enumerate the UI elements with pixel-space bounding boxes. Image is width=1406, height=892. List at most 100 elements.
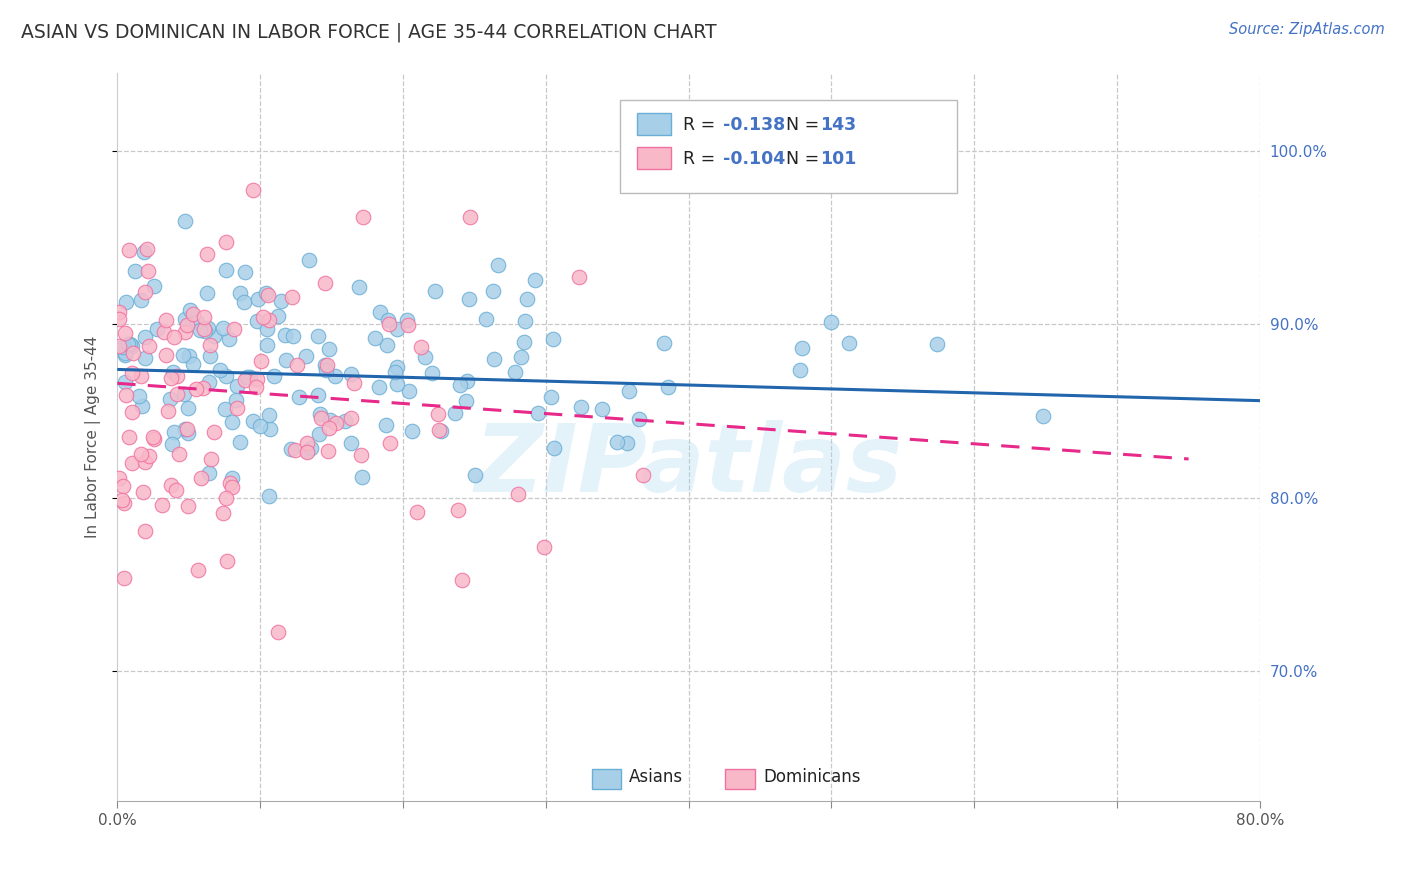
Point	[181, 357, 204, 371]
Point	[333, 414, 356, 428]
Point	[163, 330, 186, 344]
Point	[252, 310, 274, 325]
Point	[524, 273, 547, 287]
Point	[543, 441, 565, 455]
Point	[218, 332, 240, 346]
Point	[129, 369, 152, 384]
Point	[221, 415, 243, 429]
Point	[298, 253, 321, 268]
Point	[209, 363, 232, 377]
Point	[423, 284, 446, 298]
Point	[505, 365, 527, 379]
Point	[450, 573, 472, 587]
Text: ASIAN VS DOMINICAN IN LABOR FORCE | AGE 35-44 CORRELATION CHART: ASIAN VS DOMINICAN IN LABOR FORCE | AGE …	[21, 22, 717, 42]
Point	[202, 328, 225, 343]
Point	[187, 563, 209, 577]
Point	[398, 384, 420, 398]
Point	[259, 421, 281, 435]
Point	[128, 389, 150, 403]
Point	[309, 407, 332, 421]
Point	[246, 314, 269, 328]
Point	[118, 337, 141, 351]
Point	[543, 332, 565, 346]
Point	[430, 424, 453, 438]
Point	[384, 365, 406, 379]
Point	[475, 312, 498, 326]
Point	[378, 317, 401, 331]
Point	[281, 329, 304, 343]
Point	[131, 399, 153, 413]
Point	[315, 363, 337, 377]
Point	[288, 390, 311, 404]
Point	[155, 347, 177, 361]
Point	[236, 370, 259, 384]
Y-axis label: In Labor Force | Age 35-44: In Labor Force | Age 35-44	[86, 336, 101, 538]
Point	[118, 430, 141, 444]
Point	[200, 452, 222, 467]
Point	[527, 406, 550, 420]
Text: N =: N =	[786, 150, 824, 168]
Text: 143: 143	[820, 117, 856, 135]
Point	[257, 313, 280, 327]
Point	[118, 243, 141, 257]
Point	[193, 310, 215, 324]
Point	[121, 339, 143, 353]
Point	[370, 304, 392, 318]
Point	[166, 387, 188, 401]
Point	[316, 358, 339, 372]
Point	[820, 315, 842, 329]
Point	[456, 374, 478, 388]
Point	[225, 378, 247, 392]
Point	[627, 411, 650, 425]
Point	[482, 285, 505, 299]
Text: Asians: Asians	[630, 768, 683, 786]
Point	[347, 280, 370, 294]
Point	[458, 211, 481, 225]
Point	[385, 360, 408, 375]
Point	[513, 314, 536, 328]
Point	[111, 479, 134, 493]
Point	[215, 554, 238, 568]
Point	[138, 449, 160, 463]
Point	[631, 468, 654, 483]
Point	[281, 290, 304, 304]
Point	[257, 408, 280, 422]
Point	[107, 471, 129, 485]
Point	[124, 264, 146, 278]
Point	[245, 372, 267, 386]
Point	[790, 341, 813, 355]
Point	[114, 375, 136, 389]
Point	[197, 375, 219, 389]
Point	[318, 421, 340, 435]
Point	[229, 286, 252, 301]
Point	[159, 392, 181, 407]
Point	[401, 425, 423, 439]
Point	[350, 449, 373, 463]
Point	[454, 393, 477, 408]
Point	[406, 505, 429, 519]
Point	[108, 339, 131, 353]
Point	[184, 382, 207, 396]
Point	[176, 318, 198, 332]
Point	[194, 324, 217, 338]
Point	[160, 371, 183, 385]
Point	[138, 339, 160, 353]
Point	[204, 425, 226, 440]
Text: R =: R =	[683, 117, 721, 135]
Point	[343, 376, 366, 390]
Point	[114, 346, 136, 360]
Point	[136, 242, 159, 256]
Point	[352, 210, 374, 224]
Point	[177, 500, 200, 514]
Point	[540, 390, 562, 404]
Point	[420, 367, 443, 381]
Point	[224, 322, 246, 336]
Point	[155, 313, 177, 327]
Point	[340, 368, 363, 382]
Point	[427, 407, 450, 421]
Point	[142, 279, 165, 293]
Point	[385, 376, 408, 391]
Point	[142, 430, 165, 444]
Point	[396, 318, 419, 332]
Point	[160, 478, 183, 492]
